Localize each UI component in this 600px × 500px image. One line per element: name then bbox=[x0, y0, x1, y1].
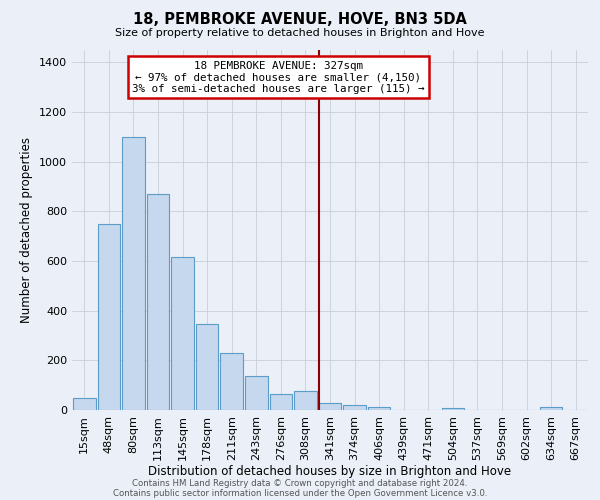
Bar bbox=[245, 376, 268, 410]
Text: 18, PEMBROKE AVENUE, HOVE, BN3 5DA: 18, PEMBROKE AVENUE, HOVE, BN3 5DA bbox=[133, 12, 467, 28]
Text: Contains HM Land Registry data © Crown copyright and database right 2024.: Contains HM Land Registry data © Crown c… bbox=[132, 478, 468, 488]
Text: 18 PEMBROKE AVENUE: 327sqm
← 97% of detached houses are smaller (4,150)
3% of se: 18 PEMBROKE AVENUE: 327sqm ← 97% of deta… bbox=[132, 61, 425, 94]
Bar bbox=[196, 324, 218, 410]
Bar bbox=[73, 398, 95, 410]
Bar bbox=[294, 392, 317, 410]
Bar bbox=[343, 405, 366, 410]
Text: Contains public sector information licensed under the Open Government Licence v3: Contains public sector information licen… bbox=[113, 488, 487, 498]
Bar bbox=[171, 258, 194, 410]
Y-axis label: Number of detached properties: Number of detached properties bbox=[20, 137, 34, 323]
Bar bbox=[146, 194, 169, 410]
Bar bbox=[368, 407, 391, 410]
Bar bbox=[220, 354, 243, 410]
Bar bbox=[442, 408, 464, 410]
Bar bbox=[540, 407, 562, 410]
Bar bbox=[269, 394, 292, 410]
X-axis label: Distribution of detached houses by size in Brighton and Hove: Distribution of detached houses by size … bbox=[148, 466, 512, 478]
Bar bbox=[319, 403, 341, 410]
Text: Size of property relative to detached houses in Brighton and Hove: Size of property relative to detached ho… bbox=[115, 28, 485, 38]
Bar bbox=[122, 137, 145, 410]
Bar bbox=[98, 224, 120, 410]
